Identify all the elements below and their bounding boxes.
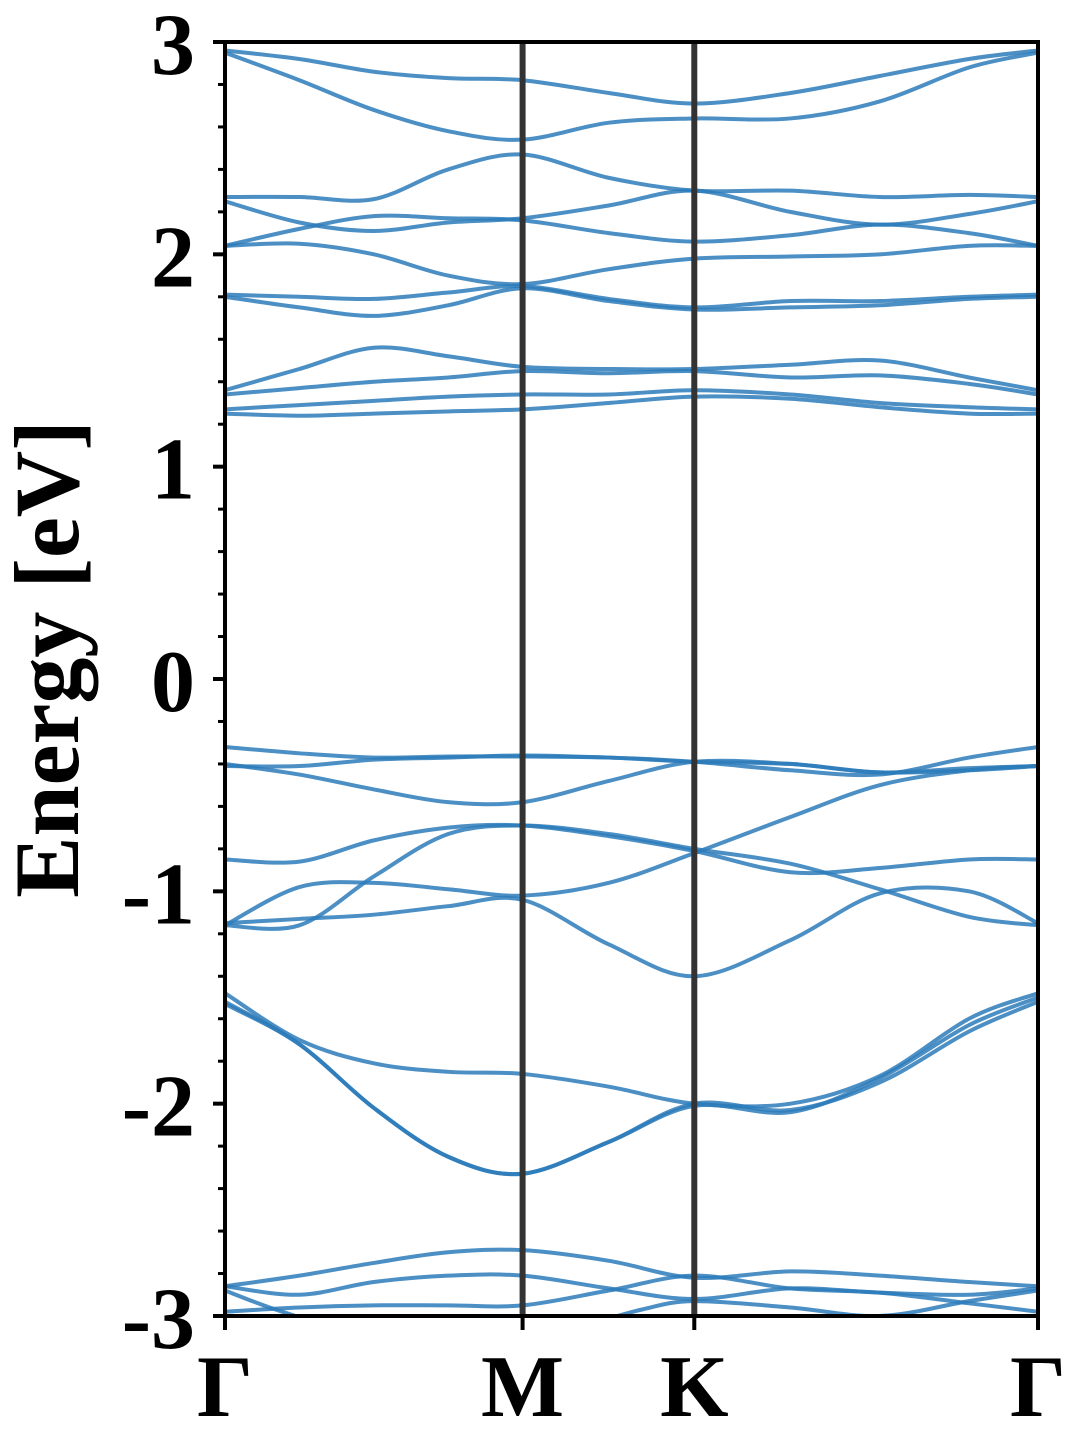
band-line-18 (225, 885, 1038, 979)
band-line-16 (225, 822, 1038, 876)
x-tick-label: Γ (197, 1339, 253, 1436)
band-line-6 (225, 241, 1038, 287)
band-line-3 (225, 152, 1038, 203)
y-tick-label: -1 (122, 846, 195, 943)
y-tick-label: -2 (122, 1059, 195, 1156)
high-symmetry-lines (519, 42, 698, 1316)
band-line-8 (225, 286, 1038, 318)
y-tick-label: 0 (151, 634, 195, 731)
y-tick-label: 3 (151, 0, 195, 94)
band-line-17 (225, 764, 1038, 928)
band-line-7 (225, 284, 1038, 310)
band-line-25 (225, 1273, 1038, 1314)
band-line-2 (225, 50, 1038, 142)
y-tick-label: 1 (151, 422, 195, 519)
energy-bands (225, 48, 1038, 1316)
band-line-19 (225, 823, 1038, 931)
x-tick-label: Γ (1010, 1339, 1066, 1436)
band-line-26 (225, 1288, 303, 1316)
band-line-22 (225, 995, 1038, 1177)
band-line-1 (225, 48, 1038, 106)
y-tick-label: -3 (122, 1271, 195, 1368)
x-tick-marks (223, 1316, 1040, 1330)
y-axis-label: Energy [eV] (0, 420, 98, 898)
y-tick-labels: 3 2 1 0 -1 -2 -3 (122, 0, 195, 1368)
band-line-21 (225, 999, 1038, 1177)
y-tick-label: 2 (151, 209, 195, 306)
x-tick-label: K (660, 1339, 728, 1436)
x-tick-label: M (481, 1339, 564, 1436)
band-line-5 (225, 213, 1038, 248)
band-line-27 (610, 1288, 1038, 1316)
band-line-20 (225, 991, 1038, 1109)
plot-frame (223, 40, 1040, 1318)
band-line-23 (225, 1247, 1038, 1289)
band-line-11 (225, 388, 1038, 412)
band-line-15 (225, 758, 1038, 807)
band-line-12 (225, 394, 1038, 418)
band-line-10 (225, 369, 1038, 397)
band-line-9 (225, 345, 1038, 393)
band-line-4 (225, 188, 1038, 233)
